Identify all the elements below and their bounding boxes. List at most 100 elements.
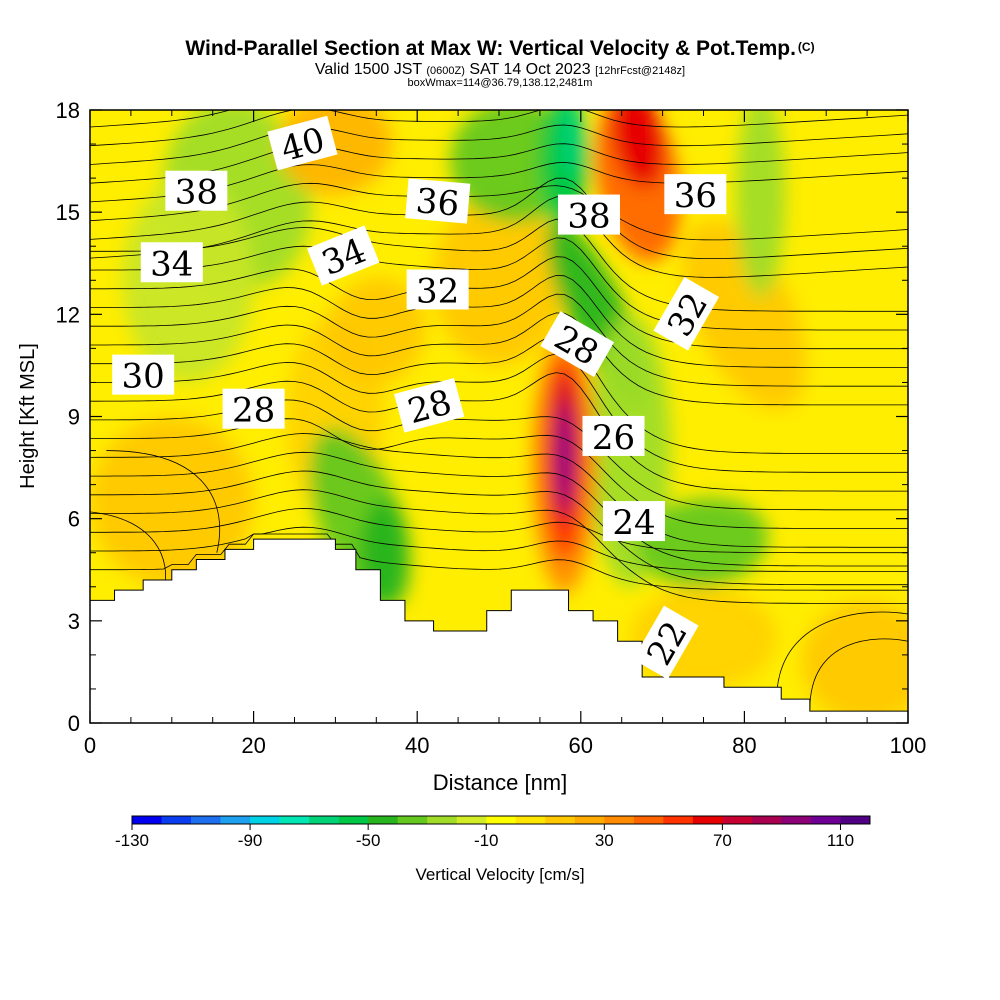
chart-title: Wind-Parallel Section at Max W: Vertical… [0,37,1000,61]
contour-label: 34 [140,242,203,284]
colorbar-swatch [250,816,280,824]
colorbar-swatch [515,816,546,824]
velocity-blob [278,110,393,196]
contour-label-box [633,605,699,680]
colorbar-swatch [220,816,251,824]
isentrope-line [90,274,908,368]
contour-label-box [405,178,471,224]
isentrope-line [90,451,908,567]
isentrope-line [90,143,908,184]
colorbar-swatch [161,816,192,824]
contour-label-box [653,276,720,351]
isentrope-line [90,353,908,473]
isentrope-line [809,638,908,710]
colorbar-swatch [810,816,841,824]
contour-label: 38 [557,194,620,237]
chart-title-text: Wind-Parallel Section at Max W: Vertical… [185,37,796,60]
x-tick-label: 100 [890,733,927,758]
isentrope-line [90,218,908,312]
contour-label: 38 [165,170,228,213]
isentrope-line [90,489,908,604]
chart-subtitle: Valid 1500 JST (0600Z) SAT 14 Oct 2023 [… [0,61,1000,79]
isentrope-line [90,110,232,128]
isentrope-line [90,177,908,259]
colorbar-swatch [722,816,753,824]
colorbar-swatch [545,816,576,824]
colorbar-swatch [751,816,782,824]
x-axis-title: Distance [nm] [433,770,568,795]
colorbar-swatch [397,816,428,824]
colorbar-swatch [633,816,664,824]
isentrope-line [90,470,908,586]
colorbar-title: Vertical Velocity [cm/s] [415,865,584,884]
isentrope-line [90,196,908,278]
colorbar-swatch [338,816,369,824]
colorbar-swatch [456,816,487,824]
colorbar-tick-label: -130 [115,831,149,850]
contour-label: 28 [394,377,465,433]
x-tick-label: 40 [405,733,429,758]
colorbar-tick-label: 30 [595,831,614,850]
colorbar-swatch [604,816,635,824]
y-tick-label: 15 [56,200,80,225]
colorbar-swatch [663,816,694,824]
contour-label-box [602,501,665,542]
contour-label-text: 32 [416,271,459,311]
colorbar-swatch [486,816,517,824]
colorbar-swatch [132,816,162,824]
isentrope-line [90,418,908,529]
contour-label-box [140,242,203,283]
colorbar-frame [131,815,871,825]
isentrope-line [90,508,908,554]
velocity-blob [736,110,786,298]
colorbar-tick-label: 110 [827,831,854,850]
contour-label-box [267,115,338,171]
isentrope-line [90,256,908,350]
y-tick-label: 12 [56,302,80,327]
y-tick-label: 6 [68,507,80,532]
contour-label: 32 [406,269,469,311]
velocity-blob [682,219,807,410]
velocity-blob [612,110,664,188]
colorbar-swatch [574,816,605,824]
subtitle-valid: Valid 1500 JST [314,61,422,78]
isentrope-line [90,124,908,165]
velocity-blob [801,600,908,723]
x-tick-label: 60 [569,733,593,758]
terrain [90,538,908,723]
contour-label-box [664,174,727,215]
contour-label: 26 [582,415,645,458]
subtitle-utc: (0600Z) [426,65,465,77]
colorbar-tick-label: -90 [238,831,263,850]
colorbar-swatch [427,816,458,824]
contour-label: 24 [602,501,665,543]
contour-label-box [222,388,285,429]
isentrope-line [90,312,908,406]
contour-label-box [540,311,615,377]
x-tick-label: 80 [732,733,756,758]
contour-label: 36 [405,178,471,225]
copyright-mark: (C) [797,40,815,54]
colorbar-tick-label: -10 [474,831,499,850]
colorbar-swatch [279,816,310,824]
colorbar: -130 -90 -50 -10 30 70 110 [115,815,871,850]
isentrope-line [90,110,908,147]
contour-label-box [112,354,175,395]
y-axis-title: Height [Kft MSL] [17,343,39,489]
isentrope-line [90,526,908,572]
contour-label: 36 [664,174,727,216]
contour-label-text: 28 [232,391,275,431]
y-tick-label: 18 [56,98,80,123]
contour-label-text: 38 [175,173,218,213]
colorbar-swatch [781,816,812,824]
contour-label-text: 36 [414,181,461,225]
velocity-blob [433,195,565,366]
contour-label-text: 34 [150,244,193,284]
isentrope-line [90,533,908,591]
isentrope-line [776,611,908,689]
isentrope-line [90,433,908,548]
subtitle-forecast: [12hrFcst@2148z] [595,65,686,77]
contour-label-box [557,194,620,235]
